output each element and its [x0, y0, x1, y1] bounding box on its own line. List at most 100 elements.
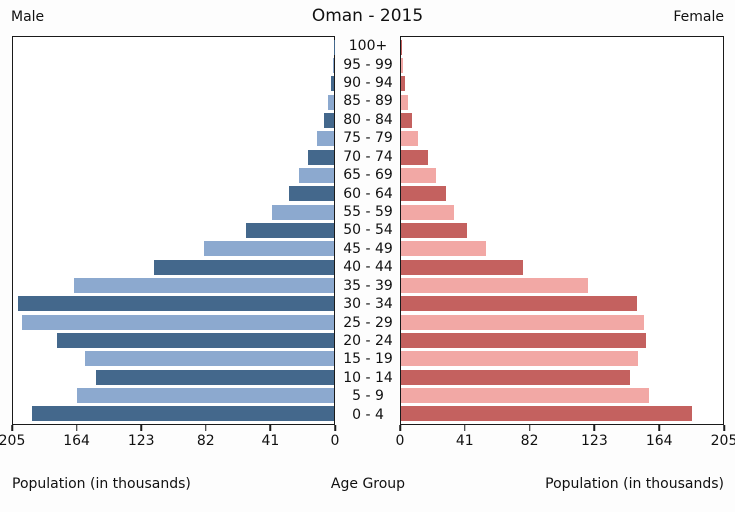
male-bar-20-24	[56, 332, 334, 348]
male-bar-row	[13, 313, 334, 331]
age-label-20-24: 20 - 24	[343, 332, 393, 349]
male-bar-90-94	[331, 76, 334, 92]
age-label-45-49: 45 - 49	[343, 240, 393, 257]
female-bar-25-29	[401, 314, 645, 330]
female-bar-75-79	[401, 131, 419, 147]
age-label-70-74: 70 - 74	[343, 148, 393, 165]
female-x-tick-label-82: 82	[520, 433, 539, 449]
female-bar-55-59	[401, 204, 454, 220]
male-bar-5-9	[77, 387, 334, 403]
male-bar-row	[13, 240, 334, 258]
male-x-tick-label-0: 0	[330, 433, 340, 449]
female-x-tick	[723, 425, 725, 431]
male-x-axis-ticks: 205 164 123 82 41 0	[0, 425, 339, 449]
age-label-60-64: 60 - 64	[343, 185, 393, 202]
age-label-90-94: 90 - 94	[343, 75, 393, 92]
male-bar-0-4	[31, 406, 334, 422]
male-bar-row	[13, 276, 334, 294]
male-bar-row	[13, 185, 334, 203]
female-bar-row	[401, 166, 723, 184]
female-bar-row	[401, 386, 723, 404]
age-label-10-14: 10 - 14	[343, 369, 393, 386]
age-label-5-9: 5 - 9	[352, 388, 384, 405]
age-label-50-54: 50 - 54	[343, 222, 393, 239]
female-bar-90-94	[401, 76, 406, 92]
male-bar-25-29	[22, 314, 334, 330]
male-bar-40-44	[153, 259, 334, 275]
age-label-100+: 100+	[348, 38, 388, 55]
male-x-tick-label-82: 82	[196, 433, 215, 449]
female-bar-70-74	[401, 149, 428, 165]
age-group-labels-column: 100+ 95 - 99 90 - 94 85 - 89 80 - 84 75 - 79 7…	[336, 36, 400, 425]
age-label-35-39: 35 - 39	[343, 277, 393, 294]
age-label-0-4: 0 - 4	[352, 406, 384, 423]
male-bar-row	[13, 368, 334, 386]
female-bar-60-64	[401, 186, 446, 202]
chart-title: Oman - 2015	[311, 6, 424, 26]
male-axis-title: Population (in thousands)	[12, 476, 191, 492]
male-bar-row	[13, 258, 334, 276]
female-bar-row	[401, 130, 723, 148]
male-bar-10-14	[96, 369, 334, 385]
male-bar-85-89	[328, 94, 334, 110]
male-bar-30-34	[17, 296, 334, 312]
male-bar-row	[13, 295, 334, 313]
female-bar-row	[401, 350, 723, 368]
age-label-65-69: 65 - 69	[343, 167, 393, 184]
female-bar-35-39	[401, 277, 588, 293]
female-bar-row	[401, 148, 723, 166]
female-bar-50-54	[401, 222, 467, 238]
female-bar-row	[401, 295, 723, 313]
male-bars-panel	[12, 36, 335, 425]
female-bars-panel	[400, 36, 724, 425]
female-bar-row	[401, 185, 723, 203]
female-x-tick-label-0: 0	[395, 433, 405, 449]
male-x-tick	[334, 425, 336, 431]
male-bar-80-84	[324, 112, 334, 128]
age-label-95-99: 95 - 99	[343, 56, 393, 73]
male-bar-45-49	[204, 241, 334, 257]
male-bar-55-59	[272, 204, 334, 220]
male-bar-35-39	[74, 277, 334, 293]
male-x-tick	[205, 425, 207, 431]
female-x-tick	[399, 425, 401, 431]
male-bar-50-54	[245, 222, 334, 238]
male-bar-row	[13, 350, 334, 368]
male-x-tick-label-164: 164	[63, 433, 90, 449]
female-bar-row	[401, 240, 723, 258]
female-bar-95-99	[401, 57, 403, 73]
male-bar-row	[13, 75, 334, 93]
male-x-tick-label-205: 205	[0, 433, 26, 449]
female-bar-row	[401, 56, 723, 74]
female-bar-40-44	[401, 259, 523, 275]
male-bar-row	[13, 405, 334, 423]
male-x-tick-label-123: 123	[127, 433, 155, 449]
female-bar-row	[401, 313, 723, 331]
female-x-tick	[658, 425, 660, 431]
female-bar-row	[401, 93, 723, 111]
male-bar-70-74	[307, 149, 334, 165]
male-x-tick	[75, 425, 78, 431]
male-bar-row	[13, 331, 334, 349]
female-x-tick	[528, 425, 531, 431]
female-bar-30-34	[401, 296, 637, 312]
female-x-tick-label-123: 123	[581, 433, 608, 449]
male-bar-row	[13, 56, 334, 74]
female-bar-5-9	[401, 387, 650, 403]
female-bar-row	[401, 203, 723, 221]
female-bar-row	[401, 221, 723, 239]
female-bar-0-4	[401, 406, 692, 422]
bottom-axis-labels: Population (in thousands) Age Group Popu…	[12, 476, 724, 492]
female-x-tick	[593, 425, 596, 431]
age-group-axis-title: Age Group	[330, 476, 406, 492]
age-label-85-89: 85 - 89	[343, 93, 393, 110]
female-x-tick	[464, 425, 466, 431]
male-x-tick	[140, 425, 142, 431]
male-bar-60-64	[288, 186, 334, 202]
female-bar-row	[401, 405, 723, 423]
male-bar-row	[13, 166, 334, 184]
female-x-tick-label-205: 205	[710, 433, 735, 449]
female-axis-title: Population (in thousands)	[545, 476, 724, 492]
age-label-55-59: 55 - 59	[343, 204, 393, 220]
age-label-75-79: 75 - 79	[343, 130, 393, 147]
